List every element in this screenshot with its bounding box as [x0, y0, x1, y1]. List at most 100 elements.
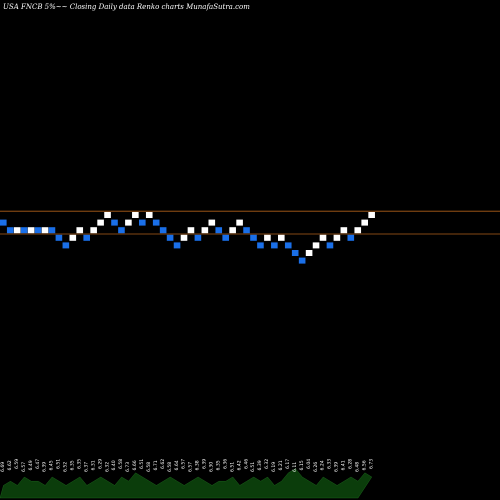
renko-brick	[48, 227, 56, 234]
renko-brick	[326, 242, 334, 249]
volume-label: 6.37	[83, 462, 89, 472]
renko-brick	[166, 234, 174, 241]
renko-brick	[125, 219, 132, 226]
volume-label: 6.47	[35, 459, 41, 469]
renko-brick	[97, 219, 104, 226]
volume-label: 6.64	[174, 460, 180, 470]
volume-label: 6.35	[76, 459, 82, 469]
renko-brick	[291, 250, 299, 256]
volume-label: 6.73	[125, 462, 131, 472]
renko-brick	[236, 219, 243, 226]
volume-label: 6.38	[195, 460, 201, 470]
volume-label: 6.46	[243, 459, 249, 469]
volume-label: 6.24	[320, 460, 326, 470]
volume-label: 6.11	[292, 462, 298, 472]
volume-label: 6.30	[209, 462, 215, 472]
renko-brick	[104, 212, 111, 218]
volume-label: 6.29	[97, 459, 103, 469]
volume-label: 6.66	[132, 460, 138, 470]
renko-brick	[278, 234, 285, 241]
volume-label: 6.62	[7, 460, 13, 470]
chart-title: USA FNCB 5%~~ Closing Daily data Renko c…	[3, 3, 250, 11]
renko-brick	[208, 219, 216, 226]
renko-brick	[132, 212, 139, 218]
renko-brick	[55, 234, 63, 241]
renko-brick	[41, 227, 49, 234]
renko-brick	[90, 227, 97, 234]
renko-brick	[215, 227, 223, 234]
renko-brick	[83, 234, 90, 241]
renko-brick	[271, 242, 278, 249]
renko-brick	[312, 242, 320, 249]
renko-brick	[180, 234, 188, 241]
volume-label: 6.51	[229, 462, 235, 472]
volume-label: 6.58	[167, 462, 173, 472]
volume-label: 6.52	[63, 462, 69, 472]
volume-label: 6.58	[146, 462, 152, 472]
renko-brick	[305, 250, 313, 256]
renko-brick	[194, 234, 202, 241]
volume-label: 6.39	[334, 462, 340, 472]
renko-brick	[257, 242, 264, 249]
renko-brick	[347, 234, 355, 241]
renko-brick	[62, 242, 70, 249]
renko-brick	[139, 219, 146, 226]
volume-label: 6.57	[181, 459, 187, 469]
volume-label: 6.04	[306, 459, 312, 469]
volume-label: 6.39	[257, 460, 263, 470]
renko-brick	[152, 219, 160, 226]
volume-label: 6.59	[14, 459, 20, 469]
volume-label: 6.62	[160, 459, 166, 469]
renko-brick	[354, 227, 362, 234]
volume-label: 6.69	[0, 462, 6, 472]
volume-label: 6.36	[222, 459, 228, 469]
volume-label: 6.39	[202, 459, 208, 469]
renko-brick	[6, 227, 14, 234]
renko-brick	[173, 242, 181, 249]
renko-brick	[76, 227, 84, 234]
renko-brick	[264, 234, 271, 241]
volume-label: 6.33	[327, 459, 333, 469]
volume-label: 6.39	[42, 462, 48, 472]
volume-label: 6.45	[49, 460, 55, 470]
volume-label: 6.57	[21, 462, 27, 472]
volume-label: 6.73	[368, 459, 374, 469]
renko-brick	[333, 234, 341, 241]
volume-area-path	[0, 468, 373, 499]
renko-brick	[361, 219, 368, 226]
volume-label: 6.48	[354, 462, 360, 472]
volume-label: 6.32	[104, 462, 110, 472]
renko-brick	[34, 227, 42, 234]
reference-lines	[0, 210, 500, 235]
renko-brick	[187, 227, 195, 234]
volume-label: 6.51	[139, 459, 145, 469]
renko-brick	[284, 242, 292, 249]
volume-label: 6.35	[70, 460, 76, 470]
renko-brick	[20, 227, 28, 234]
volume-label: 6.19	[271, 462, 277, 472]
renko-brick	[145, 212, 153, 218]
volume-label: 6.42	[236, 460, 242, 470]
renko-brick	[0, 219, 7, 226]
volume-label: 6.41	[341, 460, 347, 470]
volume-label: 6.51	[56, 459, 62, 469]
renko-brick	[159, 227, 167, 234]
renko-bricks	[0, 212, 375, 264]
renko-brick	[69, 234, 77, 241]
volume-label: 6.35	[215, 460, 221, 470]
renko-brick	[243, 227, 250, 234]
volume-label: 6.51	[250, 462, 256, 472]
renko-brick	[27, 227, 35, 234]
volume-label: 6.31	[90, 460, 96, 470]
volume-label: 6.71	[153, 460, 159, 470]
volume-label: 6.15	[299, 460, 305, 470]
renko-brick	[118, 227, 125, 234]
renko-brick	[201, 227, 209, 234]
renko-brick	[13, 227, 21, 234]
volume-labels: 6.69 6.62 6.59 6.57 6.49 6.47 6.39 6.45 6.51 6.52…	[0, 459, 374, 472]
renko-brick	[368, 212, 375, 218]
volume-label: 6.58	[118, 459, 124, 469]
volume-label: 6.21	[278, 460, 284, 470]
renko-brick	[319, 234, 327, 241]
